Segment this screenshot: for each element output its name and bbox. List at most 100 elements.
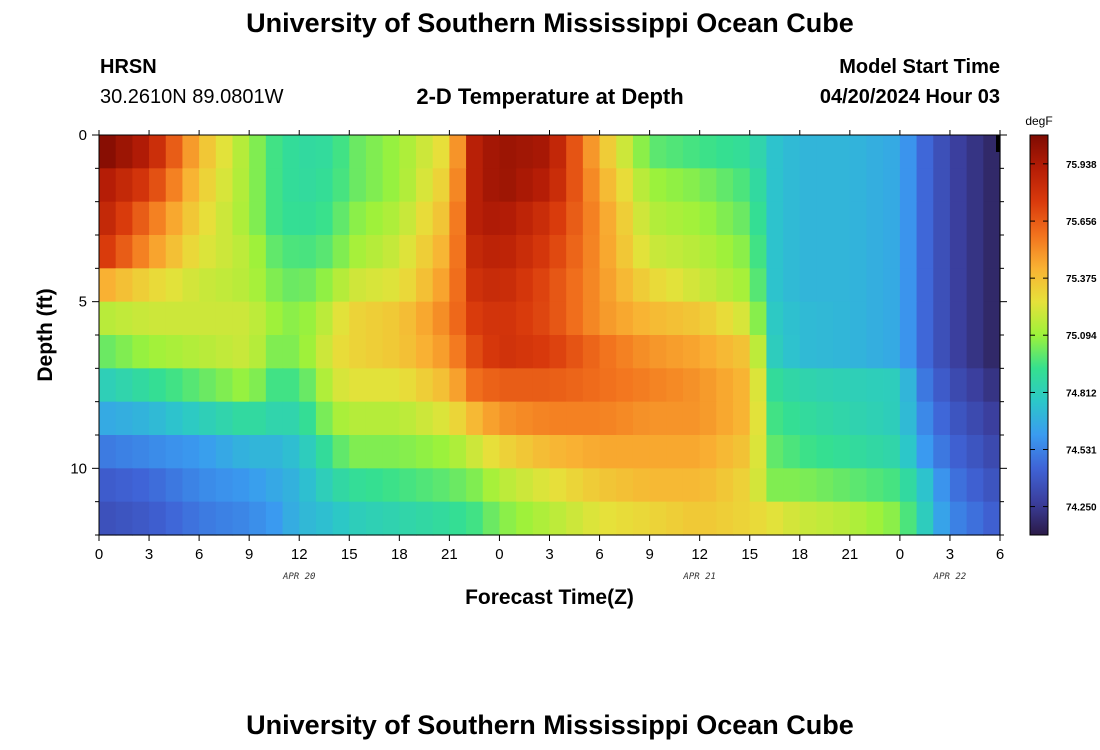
heatmap-cell [899,201,918,236]
colorbar-label: 75.094 [1066,331,1097,342]
heatmap-cell [733,235,751,269]
heatmap-cell [666,301,684,336]
heatmap-cell [232,435,250,469]
heatmap-cell [516,368,534,403]
heatmap-cell [165,268,184,303]
heatmap-cell [632,235,651,269]
heatmap-cell [833,268,851,303]
heatmap-cell [232,301,250,336]
heatmap-cell [549,335,567,369]
heatmap-cell [966,435,984,469]
heatmap-cell [549,168,567,203]
heatmap-cell [582,201,601,236]
heatmap-cell [716,268,734,303]
heatmap-cell [933,135,951,169]
heatmap-cell [866,135,884,169]
heatmap-cell [899,435,918,469]
heatmap-cell [816,335,834,369]
heatmap-cell [899,301,918,336]
heatmap-cell [232,401,250,436]
x-axis: 0 3 6 9 12 15 18 21 0 3 6 9 12 15 18 21 0 3 6 APR 20 APR 21 A… [95,130,1004,582]
heatmap-cell [382,435,400,469]
heatmap-cell [916,435,934,469]
heatmap-cell [349,501,367,536]
heatmap-cell [132,468,150,503]
heatmap-cell [632,401,651,436]
heatmap-cell [816,401,834,436]
heatmap-cell [733,268,751,303]
heatmap-cell [115,468,133,503]
heatmap-cell [766,135,784,169]
heatmap-cell [115,168,133,203]
heatmap-cell [299,435,317,469]
heatmap-cell [616,368,634,403]
heatmap-cell [365,501,384,536]
heatmap-cell [549,235,567,269]
heatmap-cell [899,401,918,436]
heatmap-cell [649,135,667,169]
heatmap-cell [816,135,834,169]
heatmap-cell [849,401,868,436]
heatmap-cell [499,468,517,503]
heatmap-cell [249,401,267,436]
heatmap-cell [733,335,751,369]
heatmap-cell [399,335,417,369]
heatmap-cell [599,135,617,169]
heatmap-cell [532,335,551,369]
heatmap-cell [883,268,901,303]
heatmap-cell [582,168,601,203]
heatmap-cell [916,368,934,403]
heatmap-cell [399,168,417,203]
heatmap-cell [666,468,684,503]
heatmap-cell [966,368,984,403]
heatmap-cell [716,235,734,269]
heatmap-cell [382,468,400,503]
heatmap-cell [649,335,667,369]
heatmap-cell [182,368,200,403]
heatmap-cell [833,501,851,536]
heatmap-cell [215,168,234,203]
heatmap-cell [199,135,217,169]
heatmap-cell [149,401,167,436]
heatmap-cell [382,235,400,269]
heatmap-cell [115,235,133,269]
heatmap-cell [282,335,300,369]
heatmap-cell [616,401,634,436]
heatmap-cell [699,168,717,203]
heatmap-cell [549,301,567,336]
heatmap-cells [99,135,1001,536]
heatmap-cell [632,301,651,336]
heatmap-cell [165,335,184,369]
heatmap-cell [682,368,701,403]
heatmap-cell [899,501,918,536]
heatmap-cell [983,268,1001,303]
heatmap-cell [699,401,717,436]
heatmap-cell [616,335,634,369]
heatmap-cell [215,301,234,336]
heatmap-cell [482,135,501,169]
heatmap-cell [616,301,634,336]
heatmap-cell [783,201,801,236]
heatmap-cell [416,235,434,269]
heatmap-cell [816,201,834,236]
heatmap-cell [649,401,667,436]
heatmap-cell [616,168,634,203]
heatmap-cell [566,335,584,369]
heatmap-cell [949,468,968,503]
heatmap-cell [816,435,834,469]
heatmap-cell [416,268,434,303]
heatmap-cell [99,468,117,503]
heatmap-cell [249,468,267,503]
heatmap-cell [582,335,601,369]
heatmap-cell [432,135,450,169]
heatmap-cell [699,268,717,303]
heatmap-cell [916,168,934,203]
heatmap-cell [799,401,818,436]
heatmap-cell [149,301,167,336]
heatmap-cell [499,268,517,303]
heatmap-cell [532,501,551,536]
heatmap-cell [833,201,851,236]
x-tick-label: 0 [896,546,904,563]
heatmap-cell [549,368,567,403]
